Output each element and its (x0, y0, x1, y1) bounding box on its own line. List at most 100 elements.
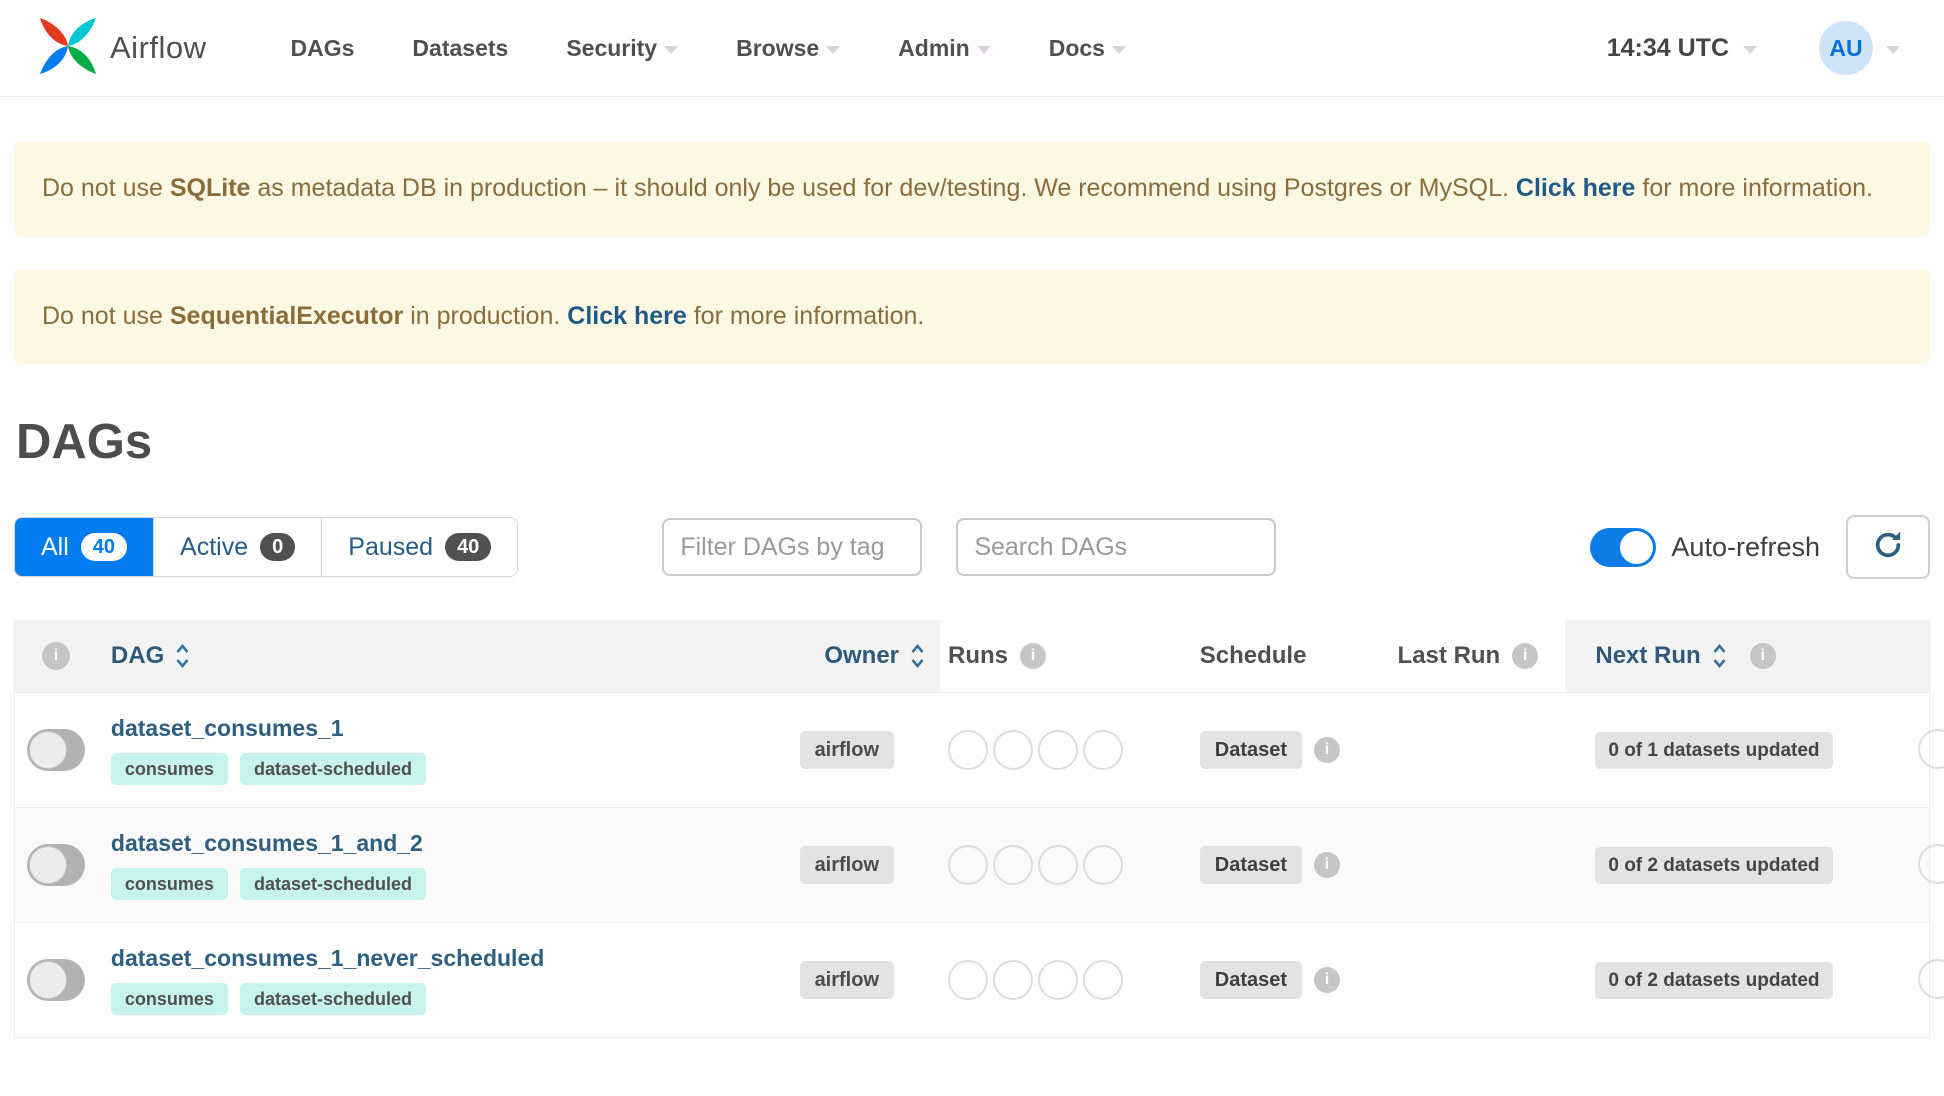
paused-count-badge: 40 (445, 533, 492, 561)
chevron-down-icon (826, 45, 841, 54)
user-menu[interactable]: AU (1819, 21, 1900, 75)
timezone-dropdown[interactable]: 14:34 UTC (1607, 34, 1757, 63)
tab-paused[interactable]: Paused 40 (322, 518, 518, 576)
info-icon[interactable]: i (1314, 967, 1341, 993)
header-stub (1915, 620, 1929, 692)
nav-links: DAGs Datasets Security Browse Admin Docs (291, 35, 1126, 62)
tag-row: consumes dataset-scheduled (110, 983, 426, 1015)
filter-tags-input[interactable] (662, 518, 923, 576)
sequential-executor-warning-link[interactable]: Click here (567, 301, 687, 330)
header-next-run[interactable]: Next Run i (1565, 620, 1916, 692)
run-status-circles (948, 845, 1124, 885)
sqlite-warning-banner: Do not use SQLite as metadata DB in prod… (14, 141, 1930, 237)
table-row: dataset_consumes_1_never_scheduled consu… (15, 922, 1944, 1037)
chevron-down-icon (1743, 45, 1757, 54)
dag-tag[interactable]: dataset-scheduled (239, 753, 426, 785)
toggle-knob (29, 846, 67, 884)
dag-tag[interactable]: dataset-scheduled (239, 983, 426, 1015)
owner-badge[interactable]: airflow (799, 731, 895, 769)
run-status-circles (948, 960, 1124, 1000)
run-status-circle[interactable] (1083, 730, 1124, 770)
auto-refresh-group: Auto-refresh (1590, 515, 1930, 579)
toggle-knob (29, 731, 67, 769)
run-status-circle[interactable] (993, 845, 1034, 885)
run-status-circle-partial (1918, 844, 1944, 884)
last-run-cell (1386, 923, 1566, 1037)
sort-icon[interactable] (1711, 642, 1728, 670)
info-icon[interactable]: i (1512, 643, 1539, 669)
pause-toggle[interactable] (27, 729, 85, 771)
tab-all[interactable]: All 40 (15, 518, 155, 576)
next-run-badge: 0 of 2 datasets updated (1595, 846, 1833, 884)
refresh-button[interactable] (1846, 515, 1930, 579)
auto-refresh-label: Auto-refresh (1671, 531, 1820, 562)
schedule-badge[interactable]: Dataset (1199, 731, 1303, 769)
header-runs: Runs i (940, 620, 1186, 692)
sort-icon[interactable] (174, 642, 191, 670)
nav-item-docs[interactable]: Docs (1049, 35, 1126, 62)
run-status-circle[interactable] (1038, 845, 1079, 885)
auto-refresh-toggle[interactable] (1590, 527, 1657, 567)
active-count-badge: 0 (260, 533, 296, 561)
info-icon[interactable]: i (41, 642, 70, 670)
info-icon[interactable]: i (1020, 643, 1047, 669)
run-status-circle[interactable] (993, 730, 1034, 770)
schedule-badge[interactable]: Dataset (1199, 846, 1303, 884)
sort-icon[interactable] (909, 642, 926, 670)
nav-item-admin[interactable]: Admin (898, 35, 991, 62)
chevron-down-icon (1111, 45, 1126, 54)
refresh-icon (1871, 528, 1905, 567)
run-status-circle[interactable] (1083, 845, 1124, 885)
dags-table: i DAG Owner Runs i Schedule Last Run i N… (14, 620, 1944, 1038)
info-icon[interactable]: i (1314, 852, 1341, 878)
pause-toggle[interactable] (27, 959, 85, 1001)
owner-badge[interactable]: airflow (799, 846, 895, 884)
dag-tag[interactable]: consumes (110, 753, 228, 785)
next-run-badge: 0 of 1 datasets updated (1595, 731, 1833, 769)
sqlite-warning-link[interactable]: Click here (1515, 174, 1636, 202)
header-owner[interactable]: Owner (630, 620, 941, 692)
dag-tag[interactable]: consumes (110, 868, 228, 900)
dag-link[interactable]: dataset_consumes_1_and_2 (110, 830, 423, 856)
run-status-circle[interactable] (1038, 730, 1079, 770)
header-schedule: Schedule (1185, 620, 1386, 692)
run-status-circles (948, 730, 1124, 770)
dag-link[interactable]: dataset_consumes_1_never_scheduled (110, 945, 545, 971)
clock-label: 14:34 UTC (1606, 33, 1729, 62)
brand-name: Airflow (110, 30, 207, 65)
nav-item-dags[interactable]: DAGs (290, 34, 355, 61)
nav-item-browse[interactable]: Browse (736, 35, 841, 62)
table-header: i DAG Owner Runs i Schedule Last Run i N… (15, 620, 1929, 692)
page-title: DAGs (16, 415, 153, 469)
sequential-executor-warning-banner: Do not use SequentialExecutor in product… (14, 268, 1930, 364)
run-status-circle[interactable] (1038, 960, 1079, 1000)
toggle-knob (29, 961, 67, 999)
tab-active[interactable]: Active 0 (154, 518, 323, 576)
pause-toggle[interactable] (27, 844, 85, 886)
run-status-circle[interactable] (1083, 960, 1124, 1000)
header-dag[interactable]: DAG (96, 620, 631, 692)
schedule-badge[interactable]: Dataset (1199, 961, 1303, 999)
dag-tag[interactable]: consumes (110, 983, 228, 1015)
run-status-circle[interactable] (948, 730, 989, 770)
dag-filter-tabs: All 40 Active 0 Paused 40 (14, 517, 519, 577)
tag-row: consumes dataset-scheduled (110, 753, 426, 785)
nav-item-datasets[interactable]: Datasets (412, 34, 509, 61)
dag-tag[interactable]: dataset-scheduled (239, 868, 426, 900)
dag-link[interactable]: dataset_consumes_1 (110, 715, 344, 741)
run-status-circle[interactable] (993, 960, 1034, 1000)
run-status-circle[interactable] (948, 845, 989, 885)
airflow-brand[interactable]: Airflow (36, 14, 207, 83)
info-icon[interactable]: i (1314, 737, 1341, 763)
nav-right: 14:34 UTC AU (1607, 21, 1900, 75)
last-run-cell (1386, 693, 1566, 807)
owner-badge[interactable]: airflow (799, 961, 895, 999)
run-status-circle[interactable] (948, 960, 989, 1000)
airflow-logo-icon (36, 14, 100, 83)
nav-item-security[interactable]: Security (566, 35, 679, 62)
chevron-down-icon (1886, 45, 1900, 54)
last-run-cell (1386, 808, 1566, 922)
chevron-down-icon (664, 45, 679, 54)
info-icon[interactable]: i (1749, 643, 1776, 669)
search-dags-input[interactable] (956, 518, 1277, 576)
